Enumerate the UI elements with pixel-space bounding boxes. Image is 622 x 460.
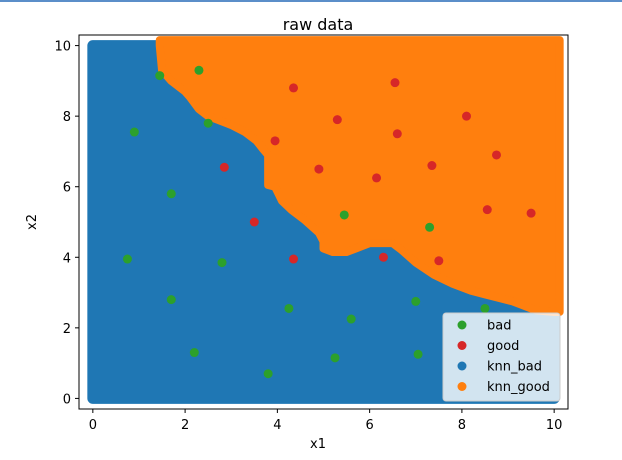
legend-marker — [457, 361, 467, 371]
legend-label: good — [487, 339, 519, 354]
x-tick-label: 10 — [546, 418, 563, 433]
bad-point — [330, 353, 340, 363]
x-tick-label: 4 — [273, 418, 281, 433]
bad-point — [413, 349, 423, 359]
good-point — [482, 205, 492, 215]
x-tick-label: 0 — [89, 418, 97, 433]
good-point — [372, 173, 382, 183]
bad-point — [129, 127, 139, 137]
good-point — [219, 162, 229, 172]
window-top-border — [0, 0, 622, 2]
y-tick-label: 10 — [54, 40, 71, 55]
bad-point — [166, 295, 176, 305]
bad-point — [411, 296, 421, 306]
legend: bad good knn_bad knn_good — [442, 312, 561, 402]
x-axis: 0 2 4 6 8 10 — [89, 409, 563, 433]
bad-point — [263, 369, 273, 379]
good-point — [491, 150, 501, 160]
bad-point — [346, 314, 356, 324]
x-tick-label: 6 — [365, 418, 373, 433]
bad-point — [203, 118, 213, 128]
legend-box — [442, 312, 561, 402]
y-axis-label: x2 — [25, 214, 40, 230]
knn-good-region — [155, 36, 564, 316]
y-tick-label: 2 — [63, 322, 71, 337]
legend-marker — [457, 382, 467, 391]
legend-label: knn_bad — [487, 360, 542, 375]
plot-frame — [78, 34, 569, 410]
y-tick-label: 8 — [63, 110, 71, 125]
bad-point — [189, 348, 199, 358]
x-axis-label: x1 — [310, 437, 326, 452]
good-point — [289, 254, 299, 264]
good-point — [270, 136, 280, 146]
legend-marker — [457, 320, 467, 330]
good-point — [390, 78, 400, 88]
bad-point — [194, 65, 204, 75]
plot-area — [87, 36, 564, 404]
good-point — [392, 129, 402, 139]
good-point — [462, 111, 472, 121]
bad-point — [122, 254, 132, 264]
good-point — [289, 83, 299, 93]
bad-point — [284, 303, 294, 313]
bad-point — [166, 189, 176, 199]
y-axis: 0 2 4 6 8 10 — [54, 40, 79, 407]
legend-label: knn_good — [487, 380, 550, 395]
x-tick-label: 8 — [458, 418, 466, 433]
good-point — [314, 164, 324, 174]
good-point — [332, 115, 342, 125]
bad-point — [217, 258, 227, 268]
bad-point — [155, 71, 165, 81]
good-point — [249, 217, 259, 227]
good-point — [526, 208, 536, 218]
good-point — [427, 161, 437, 171]
chart-title: raw data — [283, 15, 354, 34]
good-point — [434, 256, 444, 266]
legend-label: bad — [487, 319, 511, 334]
y-tick-label: 4 — [63, 251, 71, 266]
bad-point — [425, 222, 435, 232]
good-point — [378, 252, 388, 262]
y-tick-label: 0 — [63, 392, 71, 407]
bad-point — [339, 210, 349, 220]
x-tick-label: 2 — [181, 418, 189, 433]
legend-marker — [457, 341, 467, 350]
y-tick-label: 6 — [63, 181, 71, 196]
bad-point — [480, 303, 490, 313]
